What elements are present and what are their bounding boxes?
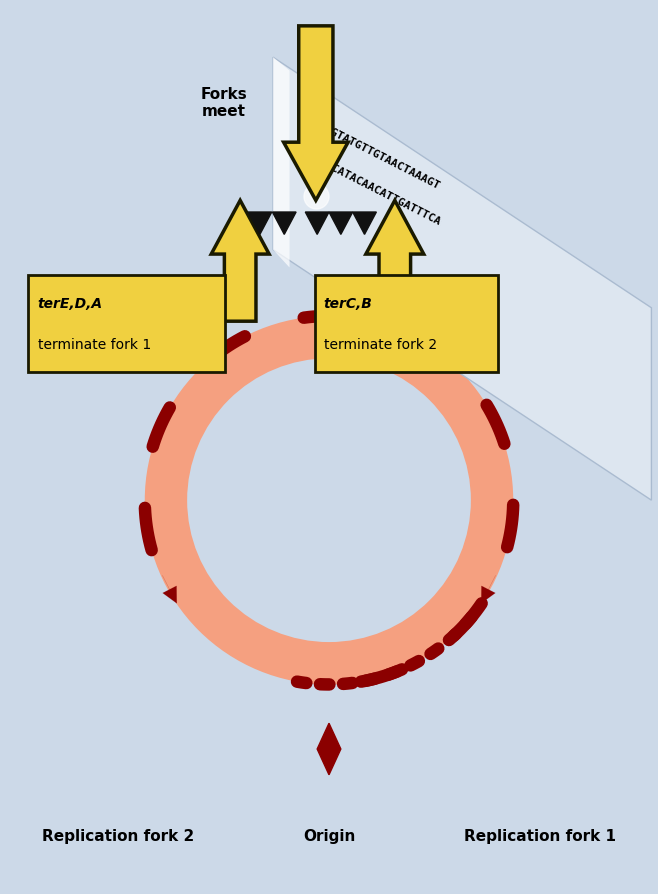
- Polygon shape: [272, 213, 296, 235]
- FancyBboxPatch shape: [315, 275, 498, 373]
- Polygon shape: [273, 58, 651, 501]
- Text: terminate fork 1: terminate fork 1: [38, 338, 151, 351]
- Text: TTAATCATACAACATTGATTTCA: TTAATCATACAACATTGATTTCA: [299, 148, 442, 227]
- Ellipse shape: [145, 316, 513, 685]
- FancyArrow shape: [366, 201, 424, 322]
- FancyArrow shape: [211, 201, 269, 322]
- Polygon shape: [353, 213, 376, 235]
- Ellipse shape: [187, 358, 471, 643]
- Polygon shape: [248, 213, 272, 235]
- Text: Origin: Origin: [303, 829, 355, 843]
- Text: Replication fork 1: Replication fork 1: [463, 829, 616, 843]
- Text: Forks
meet: Forks meet: [200, 87, 247, 119]
- Polygon shape: [317, 723, 341, 775]
- Polygon shape: [329, 213, 353, 235]
- Text: terE,D,A: terE,D,A: [38, 297, 103, 310]
- Polygon shape: [305, 213, 329, 235]
- Text: terC,B: terC,B: [324, 297, 372, 310]
- FancyBboxPatch shape: [28, 275, 225, 373]
- Polygon shape: [273, 58, 290, 268]
- Text: AATTAGTATGTTGTAACTAAAGT: AATTAGTATGTTGTAACTAAAGT: [299, 112, 442, 191]
- Text: Replication fork 2: Replication fork 2: [42, 829, 195, 843]
- FancyArrow shape: [284, 27, 348, 201]
- Text: terminate fork 2: terminate fork 2: [324, 338, 437, 351]
